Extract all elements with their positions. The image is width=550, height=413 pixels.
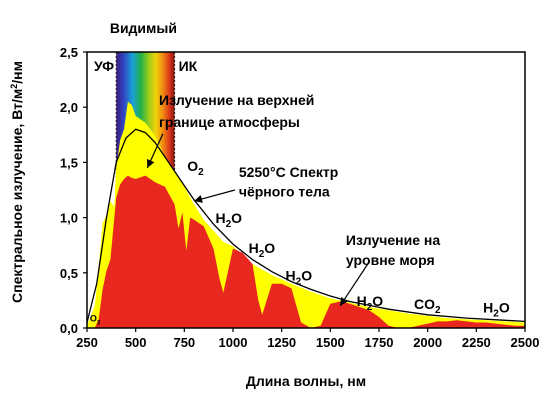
sea-level-arrow (339, 261, 370, 307)
x-tick-label: 500 (125, 335, 147, 350)
sea-level-label-line2: уровне моря (346, 252, 435, 268)
absorber-tail: O (264, 240, 275, 256)
ir-band-label: ИК (179, 58, 198, 74)
x-tick-label: 2000 (413, 335, 442, 350)
y-axis-label: Спектральное излучение, Вт/м2/нм (9, 61, 25, 303)
x-tick-label: 1000 (219, 335, 248, 350)
absorber-label: H2O (483, 300, 510, 320)
y-axis-label-sup: 2 (9, 84, 19, 89)
blackbody-curve (86, 128, 526, 323)
y-tick-label: 0,0 (60, 321, 78, 336)
absorber-subscript: 2 (259, 249, 265, 260)
y-tick-label: 2,0 (60, 100, 78, 115)
absorber-tail: O (499, 300, 510, 316)
x-tick-label: 750 (173, 335, 195, 350)
top-of-atmosphere-label-line1: Излучение на верхней (159, 92, 314, 108)
x-tick-label: 2250 (462, 335, 491, 350)
sea-level-arrow-head (340, 297, 348, 306)
axes (83, 51, 526, 332)
sea-level-area (94, 175, 525, 328)
uv-band-label: УФ (94, 58, 114, 74)
blackbody-arrow-head (194, 195, 203, 203)
absorber-tail: O (372, 293, 383, 309)
absorber-base: O (187, 158, 198, 174)
absorber-label: H2O (215, 210, 242, 230)
x-tick-label: 1750 (365, 335, 394, 350)
absorber-tail: O (301, 268, 312, 284)
absorber-subscript: 2 (198, 167, 204, 178)
spectrum-lines (86, 128, 526, 323)
sea-level-label-line1: Излучение на (346, 232, 440, 248)
y-axis-label-tail: /нм (9, 61, 25, 84)
absorber-subscript: 2 (435, 305, 441, 316)
y-tick-label: 0,5 (60, 266, 78, 281)
absorber-label: H2O (249, 240, 276, 260)
absorber-label: O2 (187, 158, 204, 178)
absorber-tail: O (231, 210, 242, 226)
x-tick-label: 1250 (267, 335, 296, 350)
x-axis-label: Длина волны, нм (246, 373, 366, 389)
y-tick-label: 1,5 (60, 155, 78, 170)
absorber-subscript: 2 (296, 277, 302, 288)
absorber-label: H2O (357, 293, 384, 313)
blackbody-label-line2: чёрного тела (239, 184, 330, 200)
absorber-base: H (483, 300, 493, 316)
absorber-base: H (286, 268, 296, 284)
absorber-label: O3 (90, 313, 101, 326)
tick-labels: 250 500 750 1000 1250 1500 1750 2000 2250 2500 0,0… (60, 45, 540, 350)
blackbody-label-line1: 5250°C Спектр (239, 164, 339, 180)
absorber-subscript: 3 (97, 320, 101, 326)
visible-band-label: Видимый (110, 20, 177, 36)
absorber-base: O (90, 313, 97, 323)
absorber-base: H (249, 240, 259, 256)
absorber-subscript: 2 (226, 219, 232, 230)
y-axis-label-main: Спектральное излучение, Вт/м (9, 89, 25, 303)
absorber-label: CO2 (414, 296, 441, 316)
absorber-base: H (215, 210, 225, 226)
absorber-subscript: 2 (367, 302, 373, 313)
y-tick-label: 1,0 (60, 211, 78, 226)
spectrum-areas (87, 101, 525, 328)
top-of-atmosphere-arrow-head (147, 158, 155, 168)
blackbody-arrow (193, 189, 236, 203)
absorber-base: H (357, 293, 367, 309)
top-of-atmosphere-label-line2: границе атмосферы (159, 114, 300, 130)
y-tick-label: 2,5 (60, 45, 78, 60)
absorber-base: CO (414, 296, 435, 312)
absorber-label: H2O (286, 268, 313, 288)
absorber-subscript: 2 (493, 309, 499, 320)
sea-level-arrow-shaft (339, 261, 370, 307)
x-tick-label: 1500 (316, 335, 345, 350)
x-tick-label: 2500 (511, 335, 540, 350)
plot-frame (86, 51, 526, 329)
top-of-atmosphere-arrow (146, 133, 164, 169)
x-tick-label: 250 (76, 335, 98, 350)
